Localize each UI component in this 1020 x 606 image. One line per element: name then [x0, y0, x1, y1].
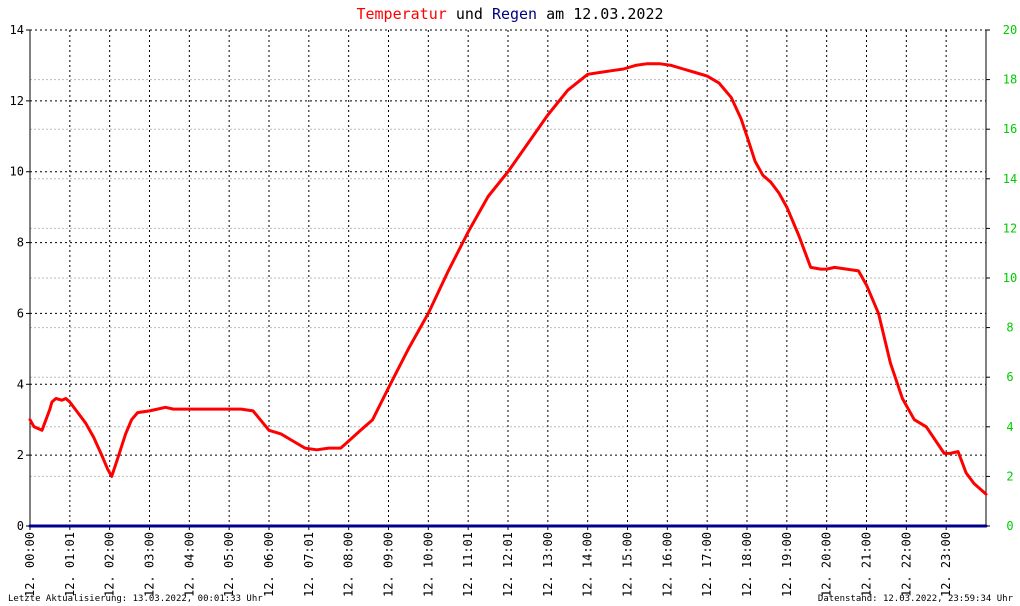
- x-tick-label: 12. 16:00: [660, 532, 674, 597]
- x-tick-label: 12. 06:00: [262, 532, 276, 597]
- y-right-tick-label: 6: [1006, 370, 1013, 384]
- footer-data-status: Datenstand: 12.03.2022, 23:59:34 Uhr: [818, 594, 1014, 604]
- series: [28, 62, 988, 528]
- title-und: und: [456, 5, 483, 23]
- tick-labels: 0 2 4 6 8 10 12 14 0 2 4 6 8 10 12 14 16 18 20 12. 00:00 12.…: [10, 23, 1018, 597]
- y-left-tick-label: 12: [10, 94, 24, 108]
- x-tick-label: 12. 09:00: [382, 532, 396, 597]
- x-tick-label: 12. 19:00: [780, 532, 794, 597]
- y-left-tick-label: 10: [10, 165, 24, 179]
- y-left-tick-label: 6: [17, 306, 24, 320]
- x-tick-label: 12. 02:00: [103, 532, 117, 597]
- x-tick-label: 12. 04:00: [182, 532, 196, 597]
- title-temperature: Temperatur: [356, 5, 446, 23]
- x-tick-label: 12. 11:01: [461, 532, 475, 597]
- x-tick-label: 12. 18:00: [740, 532, 754, 597]
- x-tick-label: 12. 07:01: [302, 532, 316, 597]
- title-date: 12.03.2022: [573, 5, 663, 23]
- y-right-tick-label: 4: [1006, 420, 1013, 434]
- y-right-tick-label: 20: [1003, 23, 1017, 37]
- temperature-line: [28, 62, 988, 496]
- y-left-tick-label: 4: [17, 377, 24, 391]
- y-right-tick-label: 0: [1006, 519, 1013, 533]
- x-tick-label: 12. 10:00: [421, 532, 435, 597]
- x-tick-label: 12. 14:00: [581, 532, 595, 597]
- footer-last-update: Letzte Aktualisierung: 13.03.2022, 00:01…: [8, 594, 263, 604]
- y-right-tick-label: 18: [1003, 73, 1017, 87]
- x-tick-label: 12. 00:00: [23, 532, 37, 597]
- x-tick-label: 12. 22:00: [899, 532, 913, 597]
- y-right-tick-label: 2: [1006, 469, 1013, 483]
- x-tick-label: 12. 05:00: [222, 532, 236, 597]
- x-tick-label: 12. 17:00: [700, 532, 714, 597]
- x-tick-label: 12. 12:01: [501, 532, 515, 597]
- x-tick-label: 12. 01:01: [63, 532, 77, 597]
- title-rain: Regen: [492, 5, 537, 23]
- y-left-tick-label: 0: [17, 519, 24, 533]
- y-right-tick-label: 12: [1003, 221, 1017, 235]
- y-left-tick-label: 2: [17, 448, 24, 462]
- x-tick-label: 12. 23:00: [939, 532, 953, 597]
- y-left-tick-label: 14: [10, 23, 24, 37]
- title-am: am: [546, 5, 564, 23]
- y-right-tick-label: 8: [1006, 321, 1013, 335]
- x-tick-label: 12. 03:00: [143, 532, 157, 597]
- y-right-tick-label: 14: [1003, 172, 1017, 186]
- y-left-tick-label: 8: [17, 236, 24, 250]
- x-tick-label: 12. 20:00: [820, 532, 834, 597]
- y-right-tick-label: 10: [1003, 271, 1017, 285]
- grid: [30, 29, 986, 526]
- x-tick-label: 12. 13:00: [541, 532, 555, 597]
- x-tick-label: 12. 15:00: [621, 532, 635, 597]
- x-tick-label: 12. 21:00: [860, 532, 874, 597]
- x-tick-label: 12. 08:00: [342, 532, 356, 597]
- chart-title: Temperatur und Regen am 12.03.2022: [356, 5, 663, 23]
- y-right-tick-label: 16: [1003, 122, 1017, 136]
